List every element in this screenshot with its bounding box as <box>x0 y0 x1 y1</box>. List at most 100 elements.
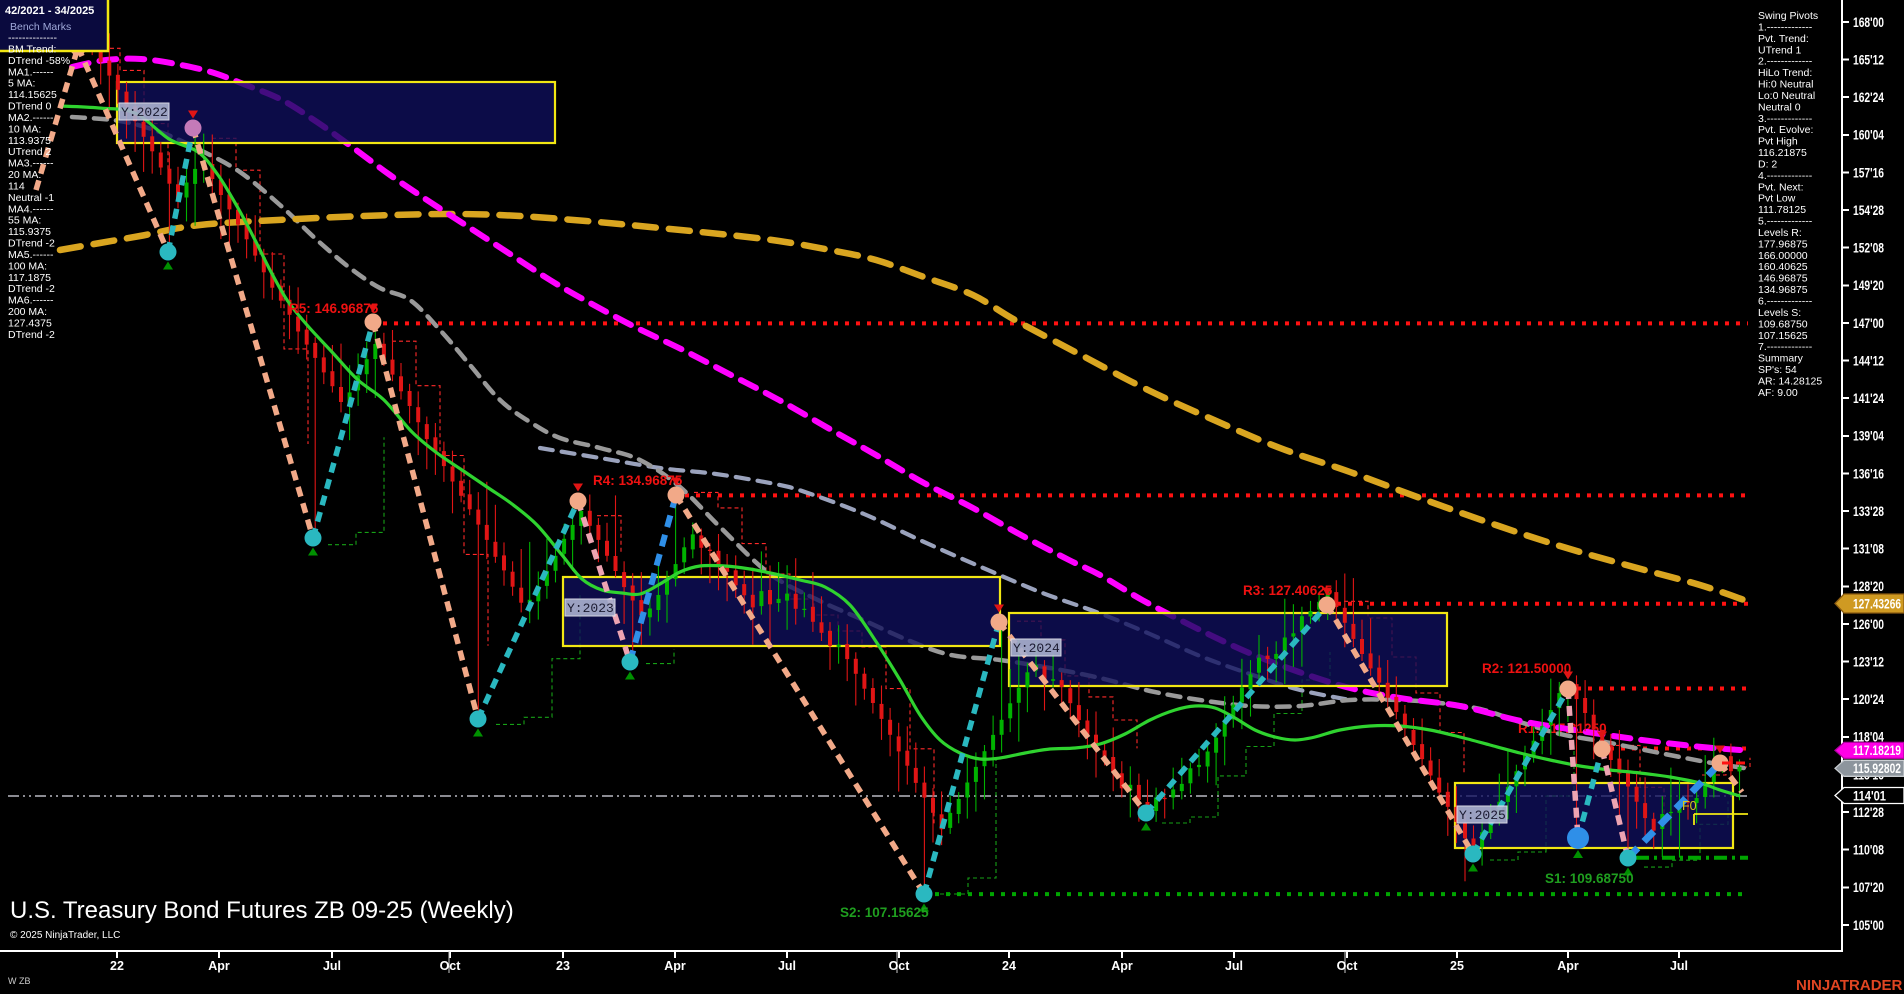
svg-text:Oct: Oct <box>440 959 462 973</box>
svg-text:165'12: 165'12 <box>1853 52 1884 67</box>
svg-text:HiLo Trend:: HiLo Trend: <box>1758 67 1812 79</box>
svg-text:DTrend 0: DTrend 0 <box>8 101 52 113</box>
svg-text:DTrend -2: DTrend -2 <box>8 283 55 295</box>
svg-text:177.96875: 177.96875 <box>1758 238 1808 250</box>
svg-text:Jul: Jul <box>323 959 341 973</box>
svg-text:123'12: 123'12 <box>1853 654 1884 669</box>
svg-text:Neutral -1: Neutral -1 <box>8 192 54 204</box>
svg-text:Hi:0 Neutral: Hi:0 Neutral <box>1758 79 1813 91</box>
svg-text:Apr: Apr <box>1111 959 1133 973</box>
svg-text:25: 25 <box>1450 959 1464 973</box>
svg-text:R2: 121.50000: R2: 121.50000 <box>1482 661 1571 676</box>
svg-text:115.9375: 115.9375 <box>8 226 51 238</box>
svg-text:Jul: Jul <box>778 959 796 973</box>
svg-text:110'08: 110'08 <box>1853 843 1884 858</box>
svg-text:4.-------------: 4.------------- <box>1758 170 1813 182</box>
svg-text:42/2021 - 34/2025: 42/2021 - 34/2025 <box>5 5 94 17</box>
svg-text:S2: 107.15625: S2: 107.15625 <box>840 905 929 920</box>
svg-text:100 MA:: 100 MA: <box>8 260 47 272</box>
svg-text:166.00000: 166.00000 <box>1758 250 1808 262</box>
svg-text:117.18219: 117.18219 <box>1853 743 1901 758</box>
svg-text:S1: 109.68750: S1: 109.68750 <box>1545 871 1634 886</box>
svg-text:Y:2024: Y:2024 <box>1013 641 1060 656</box>
svg-text:131'08: 131'08 <box>1853 542 1884 557</box>
svg-text:22: 22 <box>110 959 124 973</box>
svg-text:U.S. Treasury Bond Futures ZB: U.S. Treasury Bond Futures ZB 09-25 (Wee… <box>10 897 514 924</box>
svg-text:MA3.------: MA3.------ <box>8 158 54 170</box>
svg-text:128'20: 128'20 <box>1853 579 1884 594</box>
svg-text:SP's: 54: SP's: 54 <box>1758 364 1797 376</box>
svg-text:1.-------------: 1.------------- <box>1758 21 1813 33</box>
svg-text:MA6.------: MA6.------ <box>8 295 54 307</box>
svg-text:Apr: Apr <box>664 959 686 973</box>
svg-text:147'00: 147'00 <box>1853 316 1884 331</box>
svg-text:Jul: Jul <box>1670 959 1688 973</box>
svg-text:144'12: 144'12 <box>1853 353 1884 368</box>
svg-text:139'04: 139'04 <box>1853 429 1884 444</box>
svg-text:Pvt. Trend:: Pvt. Trend: <box>1758 33 1809 45</box>
svg-text:149'20: 149'20 <box>1853 278 1884 293</box>
svg-text:W ZB: W ZB <box>8 976 31 986</box>
svg-text:7.-------------: 7.------------- <box>1758 341 1813 353</box>
svg-text:107'20: 107'20 <box>1853 880 1884 895</box>
svg-text:114'01: 114'01 <box>1853 788 1886 803</box>
svg-text:Pvt. Next:: Pvt. Next: <box>1758 181 1804 193</box>
svg-text:Y:2023: Y:2023 <box>567 601 614 616</box>
svg-text:D: 2: D: 2 <box>1758 159 1777 171</box>
svg-text:AF: 9.00: AF: 9.00 <box>1758 387 1798 399</box>
svg-text:DTrend -58%: DTrend -58% <box>8 55 70 67</box>
svg-text:23: 23 <box>556 959 570 973</box>
svg-text:120'24: 120'24 <box>1853 692 1884 707</box>
svg-text:107.15625: 107.15625 <box>1758 330 1808 342</box>
svg-text:Levels R:: Levels R: <box>1758 227 1802 239</box>
svg-text:--------------: -------------- <box>8 32 57 44</box>
svg-text:157'16: 157'16 <box>1853 165 1884 180</box>
svg-text:20 MA:: 20 MA: <box>8 169 41 181</box>
svg-text:134.96875: 134.96875 <box>1758 284 1808 296</box>
svg-text:Pvt. Evolve:: Pvt. Evolve: <box>1758 124 1813 136</box>
svg-text:F0: F0 <box>1682 799 1697 813</box>
svg-text:10 MA:: 10 MA: <box>8 123 41 135</box>
svg-text:Summary: Summary <box>1758 353 1804 365</box>
svg-text:126'00: 126'00 <box>1853 617 1884 632</box>
svg-text:NINJATRADER: NINJATRADER <box>1796 977 1903 994</box>
svg-text:R3: 127.40625: R3: 127.40625 <box>1243 583 1333 598</box>
svg-text:200 MA:: 200 MA: <box>8 306 47 318</box>
svg-text:127.4375: 127.4375 <box>8 318 52 330</box>
svg-text:109.68750: 109.68750 <box>1758 318 1808 330</box>
svg-text:Oct: Oct <box>889 959 911 973</box>
svg-text:AR: 14.28125: AR: 14.28125 <box>1758 375 1822 387</box>
svg-text:160.40625: 160.40625 <box>1758 261 1808 273</box>
svg-text:113.9375: 113.9375 <box>8 135 51 147</box>
svg-text:5.-------------: 5.------------- <box>1758 216 1813 228</box>
svg-text:Levels S:: Levels S: <box>1758 307 1801 319</box>
svg-text:162'24: 162'24 <box>1853 90 1884 105</box>
svg-text:Apr: Apr <box>208 959 230 973</box>
svg-text:Pvt High: Pvt High <box>1758 136 1798 148</box>
svg-text:R5: 146.96875: R5: 146.96875 <box>289 301 379 316</box>
svg-text:© 2025 NinjaTrader, LLC: © 2025 NinjaTrader, LLC <box>10 930 120 941</box>
svg-text:116.21875: 116.21875 <box>1758 147 1807 159</box>
svg-text:117.1875: 117.1875 <box>8 272 51 284</box>
svg-text:141'24: 141'24 <box>1853 391 1884 406</box>
svg-text:MA4.------: MA4.------ <box>8 203 54 215</box>
svg-text:Swing Pivots: Swing Pivots <box>1758 10 1818 22</box>
svg-text:Pvt Low: Pvt Low <box>1758 193 1796 205</box>
svg-text:Y:2022: Y:2022 <box>121 105 168 120</box>
svg-text:DTrend -2: DTrend -2 <box>8 238 55 250</box>
svg-text:133'28: 133'28 <box>1853 504 1884 519</box>
svg-text:5 MA:: 5 MA: <box>8 78 35 90</box>
svg-text:UTrend 2: UTrend 2 <box>8 146 52 158</box>
svg-text:111.78125: 111.78125 <box>1758 204 1806 216</box>
svg-text:UTrend 1: UTrend 1 <box>1758 44 1802 56</box>
svg-text:MA5.------: MA5.------ <box>8 249 54 261</box>
svg-text:127.43266: 127.43266 <box>1853 596 1901 611</box>
svg-text:115.92802: 115.92802 <box>1853 761 1901 776</box>
svg-text:Bench Marks: Bench Marks <box>10 21 71 33</box>
svg-text:2.-------------: 2.------------- <box>1758 56 1813 68</box>
svg-text:136'16: 136'16 <box>1853 466 1884 481</box>
svg-text:Y:2025: Y:2025 <box>1459 808 1506 823</box>
svg-text:MA1.------: MA1.------ <box>8 66 54 78</box>
svg-text:114.15625: 114.15625 <box>8 89 57 101</box>
svg-text:Oct: Oct <box>1337 959 1359 973</box>
